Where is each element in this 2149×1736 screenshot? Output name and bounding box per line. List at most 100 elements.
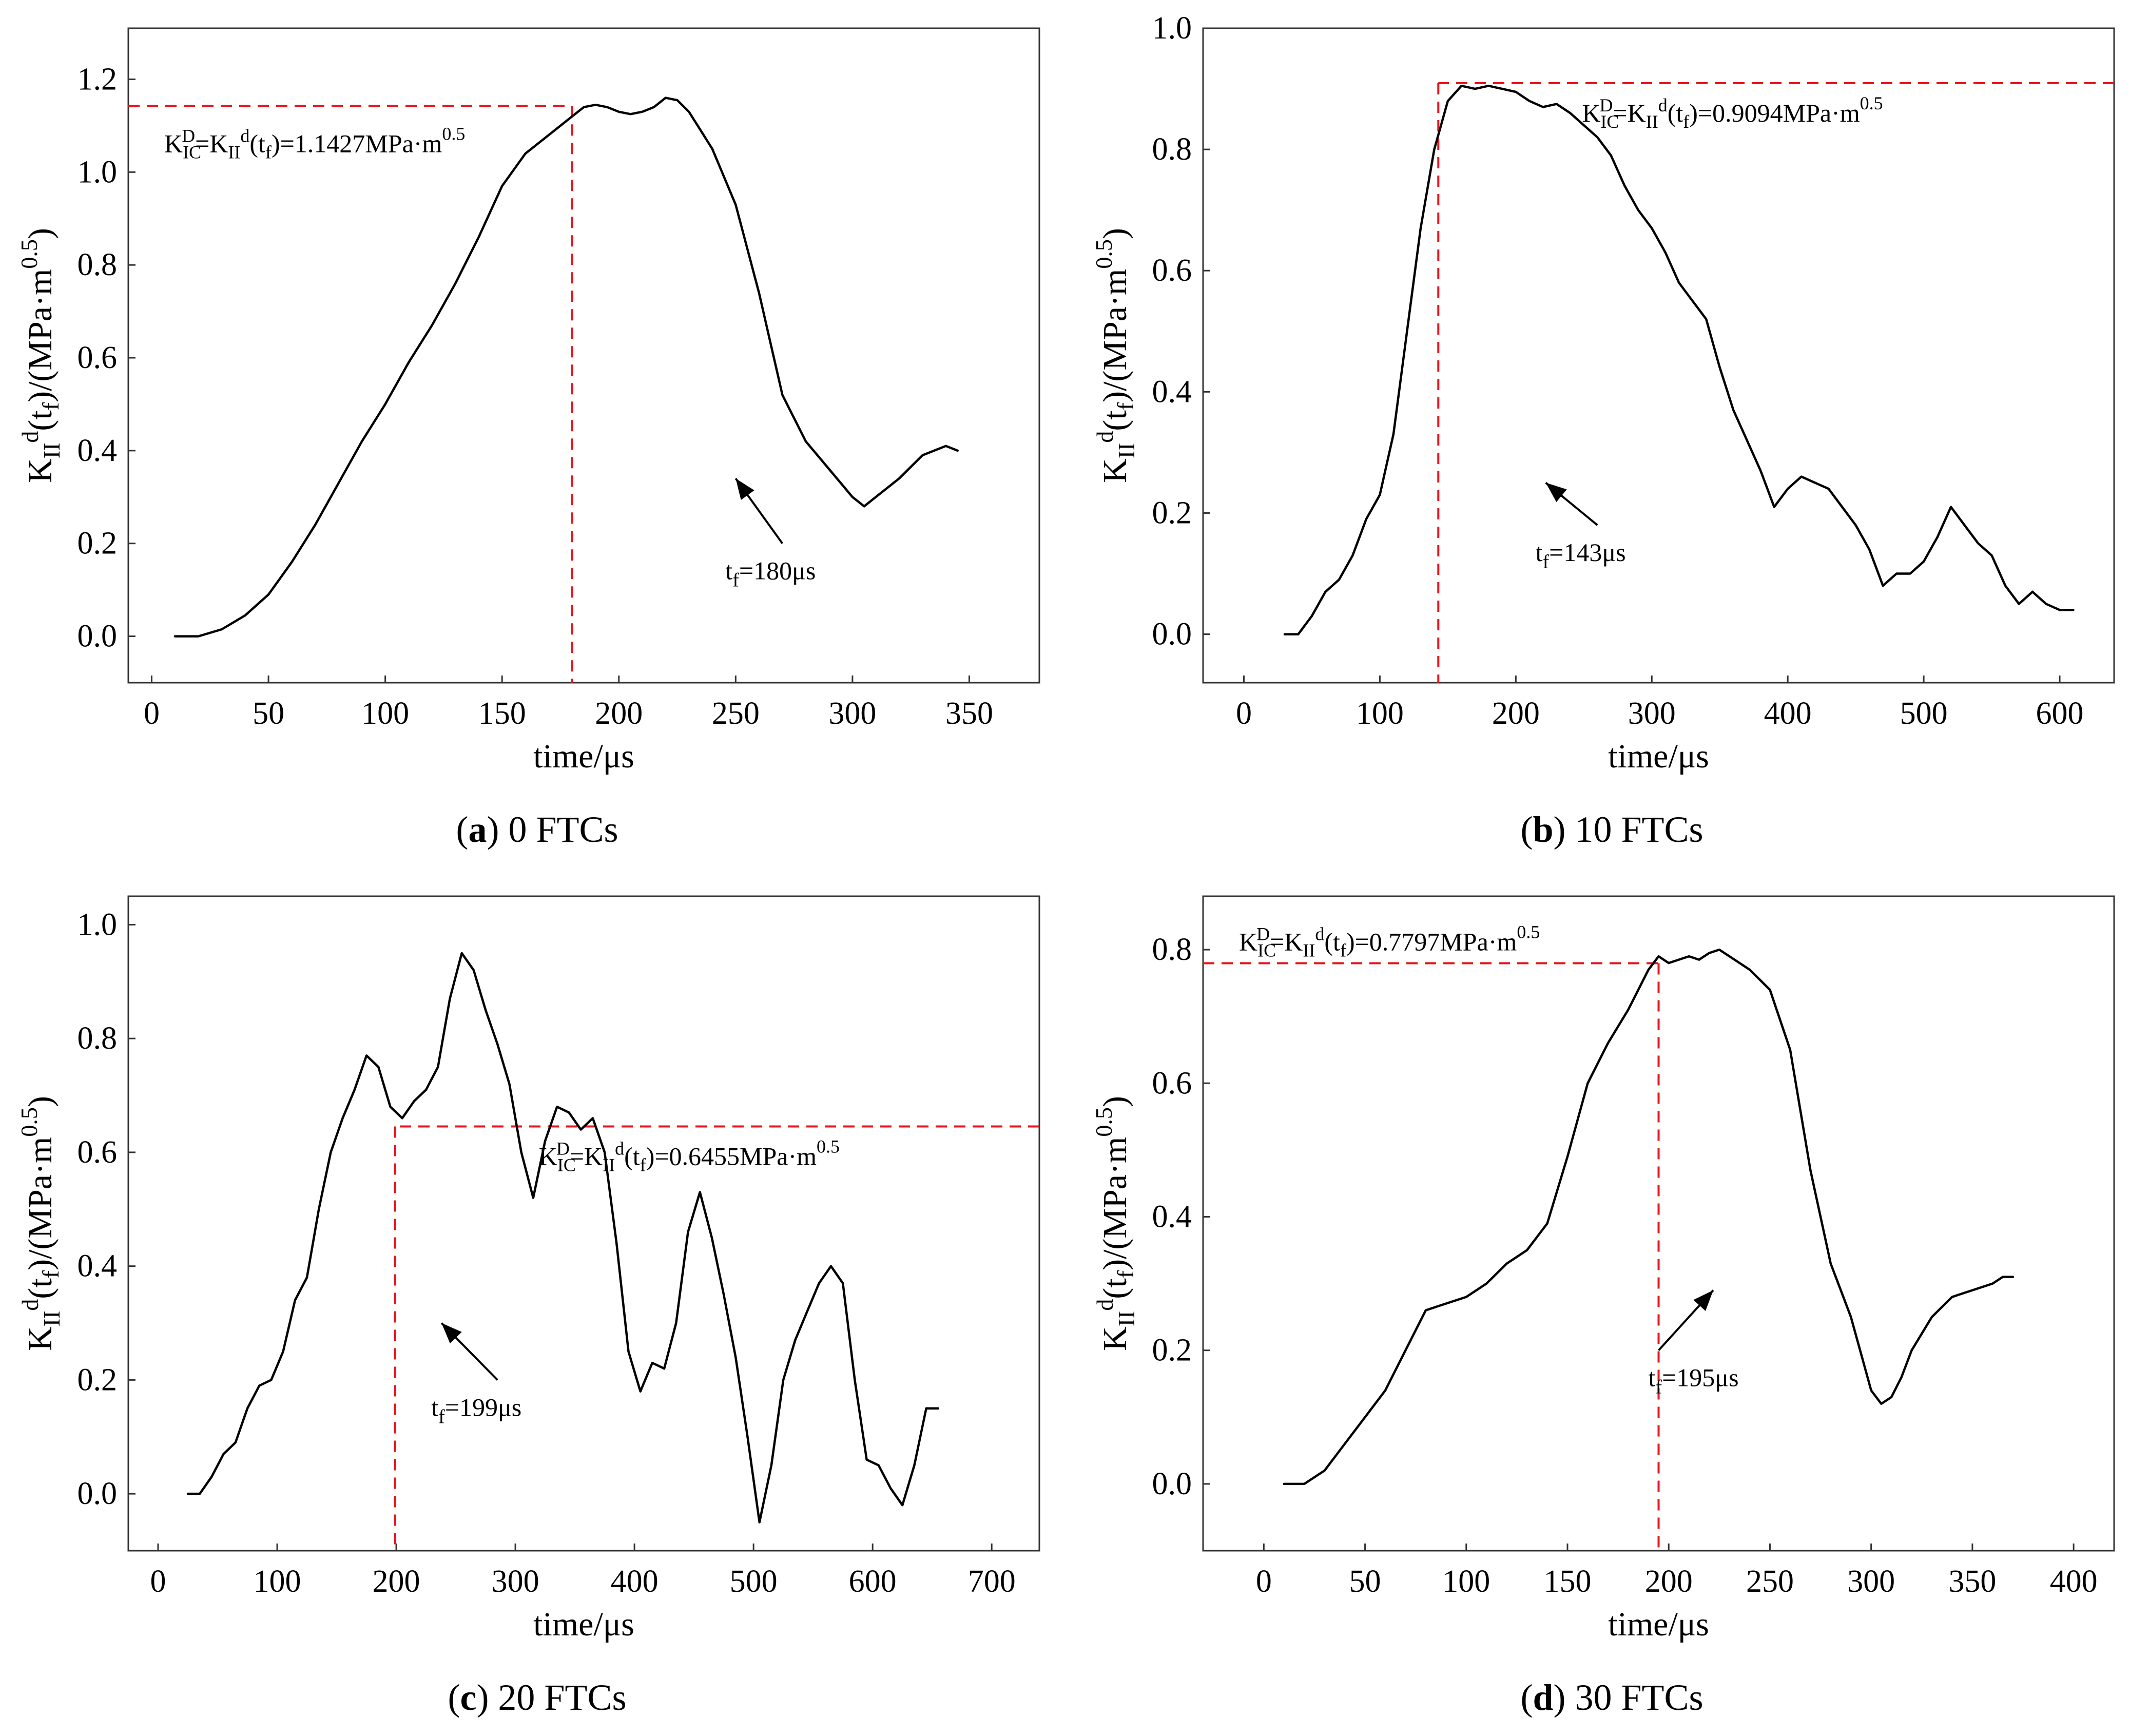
y-tick-label: 0.2 — [1152, 1333, 1192, 1368]
x-tick-label: 350 — [1948, 1564, 1996, 1599]
y-tick-label: 1.2 — [78, 62, 118, 97]
x-tick-label: 300 — [492, 1564, 539, 1599]
x-tick-label: 0 — [150, 1564, 166, 1599]
y-tick-label: 0.4 — [1152, 374, 1192, 409]
y-tick-label: 0.4 — [78, 433, 118, 468]
y-tick-label: 0.6 — [1152, 253, 1192, 288]
x-tick-label: 0 — [1236, 696, 1252, 731]
x-tick-label: 400 — [611, 1564, 659, 1599]
y-axis-label: KIId(tf)/(MPa·m0.5) — [16, 228, 65, 483]
y-tick-label: 1.0 — [78, 155, 118, 189]
tf-arrow-head — [441, 1323, 462, 1344]
tf-arrow-head — [735, 478, 754, 500]
plot-frame — [1202, 27, 2115, 684]
x-tick-label: 200 — [595, 696, 643, 731]
y-axis-label: KIId(tf)/(MPa·m0.5) — [1091, 228, 1139, 483]
x-tick-label: 100 — [1356, 696, 1404, 731]
y-tick-label: 0.4 — [1152, 1199, 1192, 1234]
chart-b: 0 100 200 300 400 500 600 0.0 0.2 0.4 0.6 0.8 1.0 tim… — [1091, 11, 2115, 775]
x-axis-label: time/μs — [1608, 738, 1709, 775]
caption-d: (d) 30 FTCs — [1520, 1677, 1703, 1718]
x-tick-label: 500 — [730, 1564, 778, 1599]
x-tick-label: 50 — [1349, 1564, 1381, 1599]
caption-c: (c) 20 FTCs — [448, 1677, 627, 1718]
y-tick-label: 0.8 — [78, 247, 118, 282]
x-tick-label: 600 — [2036, 696, 2084, 731]
panel-b: 0 100 200 300 400 500 600 0.0 0.2 0.4 0.6 0.8 1.0 tim… — [1075, 0, 2149, 868]
y-tick-label: 0.8 — [78, 1021, 118, 1056]
panel-c: 0 100 200 300 400 500 600 700 0.0 0.2 0.4 0.6 0.8 1.0… — [0, 868, 1074, 1736]
y-tick-label: 0.2 — [78, 1362, 118, 1397]
k-curve — [1283, 84, 2075, 635]
y-tick-label: 0.0 — [78, 619, 118, 654]
tf-label: tf=199μs — [431, 1393, 521, 1428]
y-tick-label: 0.8 — [1152, 932, 1192, 967]
tf-label: tf=143μs — [1536, 538, 1626, 573]
x-tick-label: 400 — [2050, 1564, 2098, 1599]
chart-a: 0 50 100 150 200 250 300 350 0.0 0.2 0.4 0.6 0.8 1.0 1… — [16, 27, 1040, 775]
y-tick-label: 0.2 — [78, 526, 118, 561]
x-tick-label: 250 — [712, 696, 760, 731]
x-tick-label: 50 — [253, 696, 284, 731]
caption-d-text: 30 FTCs — [1575, 1677, 1703, 1718]
y-tick-label: 0.4 — [78, 1249, 118, 1284]
k-ic-annotation: KICD=KIId(tf)=1.1427MPa·m0.5 — [164, 123, 465, 162]
x-tick-label: 500 — [1900, 696, 1948, 731]
x-tick-label: 0 — [144, 696, 160, 731]
y-tick-label: 0.0 — [78, 1476, 118, 1511]
k-curve — [186, 952, 940, 1523]
caption-c-text: 20 FTCs — [498, 1677, 627, 1718]
y-tick-label: 0.0 — [1152, 617, 1192, 652]
x-tick-label: 150 — [478, 696, 526, 731]
x-axis-label: time/μs — [533, 738, 634, 775]
chart-d: 0 50 100 150 200 250 300 350 400 0.0 0.2 0.4 0.6 0.8 t… — [1091, 895, 2115, 1643]
x-tick-label: 100 — [361, 696, 409, 731]
caption-a: (a) 0 FTCs — [456, 809, 618, 850]
y-tick-label: 0.6 — [78, 1135, 118, 1170]
caption-b: (b) 10 FTCs — [1520, 809, 1703, 850]
x-tick-label: 700 — [968, 1564, 1016, 1599]
x-tick-label: 0 — [1256, 1564, 1272, 1599]
panel-d: 0 50 100 150 200 250 300 350 400 0.0 0.2 0.4 0.6 0.8 t… — [1075, 868, 2149, 1736]
x-tick-label: 100 — [254, 1564, 301, 1599]
k-ic-annotation: KICD=KIId(tf)=0.7797MPa·m0.5 — [1239, 921, 1540, 960]
panel-a: 0 50 100 150 200 250 300 350 0.0 0.2 0.4 0.6 0.8 1.0 1… — [0, 0, 1074, 868]
x-tick-label: 200 — [1645, 1564, 1693, 1599]
caption-b-text: 10 FTCs — [1575, 809, 1703, 850]
x-tick-label: 350 — [945, 696, 993, 731]
k-curve — [173, 97, 959, 638]
k-ic-annotation: KICD=KIId(tf)=0.6455MPa·m0.5 — [539, 1136, 840, 1175]
tf-arrow-head — [1693, 1290, 1713, 1311]
y-tick-label: 0.2 — [1152, 495, 1192, 530]
x-axis-label: time/μs — [533, 1606, 634, 1643]
caption-b-letter: b — [1533, 809, 1554, 850]
caption-a-text: 0 FTCs — [508, 809, 618, 850]
x-tick-label: 400 — [1764, 696, 1812, 731]
y-tick-label: 1.0 — [1152, 11, 1192, 46]
caption-d-letter: d — [1533, 1677, 1554, 1718]
x-tick-label: 300 — [1628, 696, 1676, 731]
y-tick-label: 0.6 — [78, 340, 118, 375]
tf-label: tf=195μs — [1649, 1363, 1739, 1398]
y-tick-label: 0.0 — [1152, 1467, 1192, 1501]
x-axis-label: time/μs — [1608, 1606, 1709, 1643]
plot-frame — [127, 895, 1040, 1552]
caption-a-letter: a — [468, 809, 487, 850]
chart-c: 0 100 200 300 400 500 600 700 0.0 0.2 0.4 0.6 0.8 1.0… — [16, 895, 1040, 1643]
x-tick-label: 200 — [373, 1564, 420, 1599]
tf-label: tf=180μs — [725, 556, 816, 591]
x-tick-label: 300 — [828, 696, 876, 731]
plot-frame — [127, 27, 1040, 684]
y-axis-label: KIId(tf)/(MPa·m0.5) — [16, 1096, 65, 1351]
plot-frame — [1202, 895, 2115, 1552]
x-tick-label: 600 — [849, 1564, 897, 1599]
x-tick-label: 150 — [1544, 1564, 1592, 1599]
k-curve — [1283, 948, 2015, 1486]
y-tick-label: 0.8 — [1152, 132, 1192, 167]
x-tick-label: 100 — [1442, 1564, 1490, 1599]
x-tick-label: 200 — [1492, 696, 1540, 731]
y-tick-label: 0.6 — [1152, 1066, 1192, 1101]
x-tick-label: 300 — [1847, 1564, 1895, 1599]
y-tick-label: 1.0 — [78, 907, 118, 942]
caption-c-letter: c — [460, 1677, 477, 1718]
